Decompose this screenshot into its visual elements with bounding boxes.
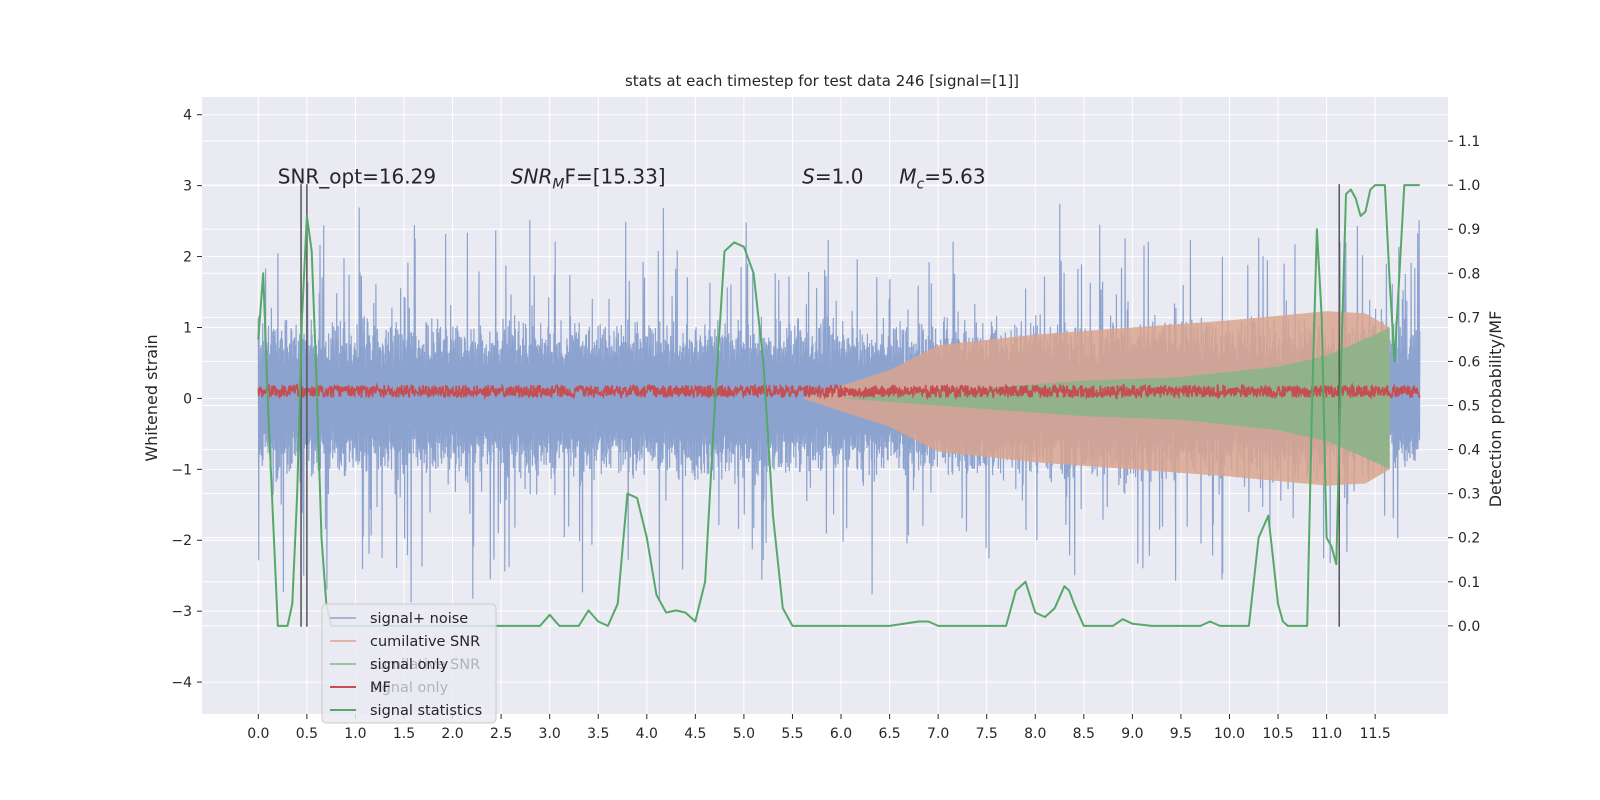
y2-tick-label: 1.1 (1458, 134, 1480, 150)
annotation-part: M (552, 177, 564, 193)
x-tick-label: 6.0 (830, 726, 852, 742)
y2-tick-label: 0.3 (1458, 487, 1480, 503)
mf-series (257, 382, 1421, 401)
x-tick-label: 3.0 (539, 726, 561, 742)
x-tick-label: 6.5 (878, 726, 900, 742)
y2-tick-label: 0.7 (1458, 310, 1480, 326)
y2-tick-label: 0.0 (1458, 619, 1480, 635)
y-tick-label: −4 (171, 675, 192, 691)
annotation-part: SNR (511, 165, 553, 189)
y2-tick-label: 0.6 (1458, 354, 1480, 370)
x-tick-label: 7.0 (927, 726, 949, 742)
annotation-2: SNRMF=[15.33] (511, 165, 666, 193)
legend-label: signal statistics (370, 703, 482, 719)
legend-ghost-label: cumilative SNR (370, 657, 480, 673)
x-tick-label: 3.5 (587, 726, 609, 742)
y-tick-label: 1 (183, 320, 192, 336)
y-tick-label: −1 (171, 462, 192, 478)
x-tick-label: 0.0 (247, 726, 269, 742)
x-tick-label: 8.0 (1024, 726, 1046, 742)
y-axis-label: Whitened strain (142, 334, 161, 461)
annotation-4: Mc=5.63 (899, 165, 985, 193)
y2-tick-label: 0.8 (1458, 266, 1480, 282)
chart-title: stats at each timestep for test data 246… (625, 72, 1019, 90)
annotation-part: c (917, 177, 925, 193)
annotation-part: =1.0 (815, 165, 864, 189)
annotations: SNR_opt=16.29 SNRMF=[15.33] S=1.0 Mc=5.63 (278, 165, 986, 193)
y-axis-ticks: −4 −3 −2 −1 0 1 2 3 4 (171, 108, 202, 691)
x-tick-label: 9.5 (1170, 726, 1192, 742)
annotation-part: S (802, 165, 815, 189)
legend-box (321, 603, 497, 724)
mf-line (257, 382, 1421, 401)
x-tick-label: 10.0 (1214, 726, 1245, 742)
legend-label: signal only (370, 657, 449, 673)
x-tick-label: 2.0 (441, 726, 463, 742)
y2-axis-label: Detection probability/MF (1486, 311, 1505, 508)
y-tick-label: −2 (171, 533, 192, 549)
y-tick-label: 0 (183, 391, 192, 407)
x-axis-ticks: 0.0 0.5 1.0 1.5 2.0 2.5 3.0 3.5 4.0 4.5 5.0 5.5 6.0 6… (247, 714, 1391, 742)
annotation-part: =5.63 (924, 165, 985, 189)
y2-tick-label: 0.2 (1458, 531, 1480, 547)
legend-label: MF (370, 680, 391, 696)
x-tick-label: 11.0 (1311, 726, 1342, 742)
y2-tick-label: 0.1 (1458, 575, 1480, 591)
x-tick-label: 1.0 (344, 726, 366, 742)
x-tick-label: 4.5 (684, 726, 706, 742)
x-tick-label: 10.5 (1262, 726, 1293, 742)
x-tick-label: 5.5 (781, 726, 803, 742)
y2-tick-label: 1.0 (1458, 178, 1480, 194)
x-tick-label: 11.5 (1360, 726, 1391, 742)
y-tick-label: −3 (171, 604, 192, 620)
y-tick-label: 4 (183, 108, 192, 124)
x-tick-label: 1.5 (393, 726, 415, 742)
y2-axis-ticks: 0.0 0.1 0.2 0.3 0.4 0.5 0.6 0.7 0.8 0.9 1.0 1.1 (1448, 134, 1480, 635)
x-tick-label: 5.0 (733, 726, 755, 742)
annotation-part: M (899, 165, 916, 189)
legend-label: signal+ noise (370, 611, 468, 627)
x-tick-label: 9.0 (1121, 726, 1143, 742)
y-tick-label: 3 (183, 179, 192, 195)
annotation-3: S=1.0 (802, 165, 863, 189)
annotation-part: SNR_opt=16.29 (278, 165, 436, 189)
annotation-1: SNR_opt=16.29 (278, 165, 436, 189)
x-tick-label: 2.5 (490, 726, 512, 742)
annotation-part: F=[15.33] (564, 165, 665, 189)
x-tick-label: 0.5 (296, 726, 318, 742)
y-tick-label: 2 (183, 250, 192, 266)
legend-label: cumilative SNR (370, 634, 480, 650)
x-tick-label: 7.5 (976, 726, 998, 742)
y2-tick-label: 0.9 (1458, 222, 1480, 238)
legend-ghost-label: signal only (370, 680, 449, 696)
y2-tick-label: 0.5 (1458, 399, 1480, 415)
x-tick-label: 4.0 (636, 726, 658, 742)
y2-tick-label: 0.4 (1458, 443, 1480, 459)
x-tick-label: 8.5 (1073, 726, 1095, 742)
